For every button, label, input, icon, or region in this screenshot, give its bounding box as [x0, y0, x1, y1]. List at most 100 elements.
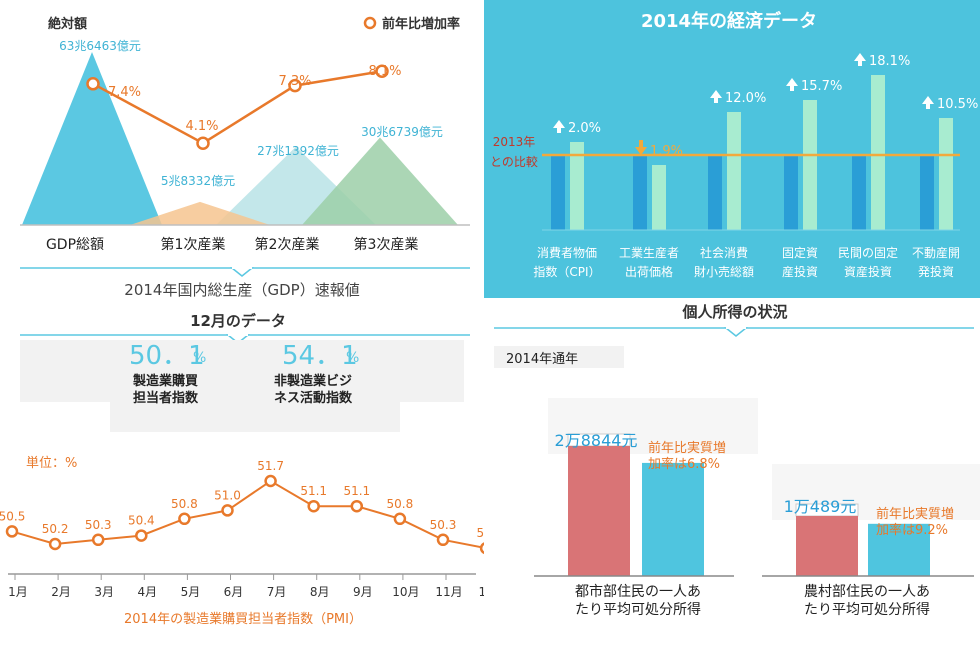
- pmi-title: 2014年の製造業購買担当者指数（PMI）: [124, 611, 362, 627]
- income-bar-growth: [642, 462, 704, 576]
- growth-label: 8.1%: [368, 64, 401, 79]
- gdp-chart: 63兆6463億元 5兆8332億元 27兆1392億元 30兆6739億元 7.4% 4…: [20, 16, 470, 299]
- income-amount: 2万8844元: [555, 431, 638, 450]
- gdp-category-label: 第3次産業: [354, 236, 419, 253]
- pmi-point: [307, 499, 320, 513]
- income-group-line2: たり平均可処分所得: [575, 601, 701, 618]
- pmi-value-label: 50.4: [128, 514, 155, 528]
- bar-2013: [551, 155, 565, 230]
- bar-2014: [939, 118, 953, 230]
- pmi-point: [91, 533, 105, 547]
- pmi-point: [264, 474, 277, 488]
- income-growth-line2: 加率は9.2%: [876, 522, 948, 538]
- income-bar-growth: [868, 523, 930, 576]
- bar-2013: [633, 155, 647, 230]
- up-arrow-icon: [854, 53, 866, 61]
- economy-value-label: 1.9%: [650, 144, 683, 159]
- pmi-point: [135, 529, 148, 542]
- gdp-category-label: 第1次産業: [161, 236, 226, 253]
- pmi-point: [48, 537, 62, 551]
- mountain-0: [22, 52, 162, 225]
- absolute-label: 5兆8332億元: [161, 174, 235, 188]
- reference-label-2: との比較: [490, 154, 538, 169]
- income-period: 2014年通年: [506, 352, 578, 367]
- income-bar-total: [568, 446, 630, 576]
- bar-2014: [570, 142, 584, 230]
- pmi-value-label: 51.1: [300, 484, 327, 498]
- pmi-month-label: 4月: [137, 585, 157, 599]
- economy-category-line1: 社会消費: [700, 245, 748, 260]
- up-arrow-icon: [710, 90, 722, 98]
- pmi-value-label: 51.1: [343, 484, 370, 498]
- economy-category-line2: 財小売総額: [694, 264, 754, 279]
- pmi-unit: 単位：%: [26, 455, 77, 471]
- bar-2013: [852, 155, 866, 230]
- pmi-value-label: 50.: [477, 526, 484, 540]
- gdp-category-label: 第2次産業: [255, 236, 320, 253]
- economy-category-line2: 指数（CPI）: [533, 264, 600, 279]
- pmi-month-label: 11月: [435, 585, 462, 599]
- pmi-month-label: 2月: [51, 585, 71, 599]
- economy-category-line1: 工業生産者: [619, 245, 679, 260]
- bar-2014: [871, 75, 885, 230]
- pmi-value-label: 50.8: [387, 497, 414, 511]
- down-arrow-icon: [635, 147, 647, 155]
- income-group-line2: たり平均可処分所得: [804, 601, 930, 618]
- absolute-label: 27兆1392億元: [257, 144, 339, 158]
- bar-2014: [803, 100, 817, 230]
- income-amount: 1万489元: [784, 497, 857, 516]
- up-arrow-icon: [553, 120, 565, 128]
- up-arrow-icon: [922, 96, 934, 104]
- economy-value-label: 2.0%: [568, 121, 601, 136]
- manufacturing-label-2: 担当者指数: [133, 390, 199, 406]
- economy-category-line1: 固定資: [782, 245, 818, 260]
- absolute-label: 63兆6463億元: [59, 39, 141, 53]
- mountain-1: [130, 201, 270, 225]
- absolute-label: 30兆6739億元: [361, 125, 443, 139]
- legend-growth-marker: [363, 16, 377, 30]
- gdp-title-notch: [229, 267, 255, 277]
- income-group-line1: 農村部住民の一人あ: [804, 584, 930, 600]
- growth-point: [375, 64, 389, 78]
- pmi-line: [11, 479, 487, 550]
- pmi-month-label: 6月: [224, 585, 244, 599]
- pmi-month-label: 1月: [8, 585, 28, 599]
- income-group-line1: 都市部住民の一人あ: [575, 583, 701, 600]
- growth-label: 7.4%: [108, 85, 141, 100]
- income-title: 個人所得の状況: [681, 303, 787, 321]
- bar-2013: [708, 155, 722, 230]
- nonmanufacturing-label-2: ネス活動指数: [274, 390, 353, 406]
- pmi-point: [5, 525, 19, 538]
- pmi-month-label: 7月: [267, 585, 287, 599]
- reference-label-1: 2013年: [493, 135, 536, 149]
- nonmanufacturing-pct: %: [346, 350, 359, 366]
- bar-2013: [784, 155, 798, 230]
- economy-category-line2: 発投資: [918, 264, 954, 279]
- economy-panel: 2014年の経済データ 2.0% 消費者物価 指数（CPI） 1.9% 工業生産者 出荷価…: [484, 0, 980, 298]
- income-panel: 個人所得の状況 2014年通年 2万8844元 前年比実質増 加率は6.8% 都市部住…: [484, 298, 980, 646]
- mountain-3: [302, 137, 458, 225]
- growth-point: [196, 136, 210, 150]
- nonmanufacturing-label-1: 非製造業ビジ: [274, 373, 352, 389]
- up-arrow-icon: [786, 78, 798, 86]
- economy-category-line2: 資産投資: [844, 264, 892, 279]
- economy-value-label: 10.5%: [937, 97, 978, 112]
- pmi-panel: 12月のデータ 50．1 % 製造業購買 担当者指数 54．1 % 非製造業ビジ…: [0, 300, 506, 646]
- gdp-panel: 63兆6463億元 5兆8332億元 27兆1392億元 30兆6739億元 7.4% 4…: [0, 0, 484, 305]
- bar-2013: [920, 155, 934, 230]
- bar-2014: [652, 165, 666, 230]
- pmi-point: [436, 533, 450, 547]
- manufacturing-value: 50．1: [129, 341, 205, 371]
- bar-2014: [727, 112, 741, 230]
- pmi-chart: 12月のデータ 50．1 % 製造業購買 担当者指数 54．1 % 非製造業ビジ…: [0, 312, 506, 627]
- pmi-header-title: 12月のデータ: [190, 312, 286, 330]
- economy-value-label: 12.0%: [725, 91, 766, 106]
- manufacturing-label-1: 製造業購買: [132, 373, 198, 389]
- growth-line: [92, 69, 383, 145]
- economy-title: 2014年の経済データ: [641, 10, 817, 32]
- economy-category-line2: 出荷価格: [625, 264, 673, 279]
- income-growth-line1: 前年比実質増: [648, 440, 726, 456]
- pmi-point: [221, 504, 234, 517]
- pmi-month-label: 8月: [310, 585, 330, 599]
